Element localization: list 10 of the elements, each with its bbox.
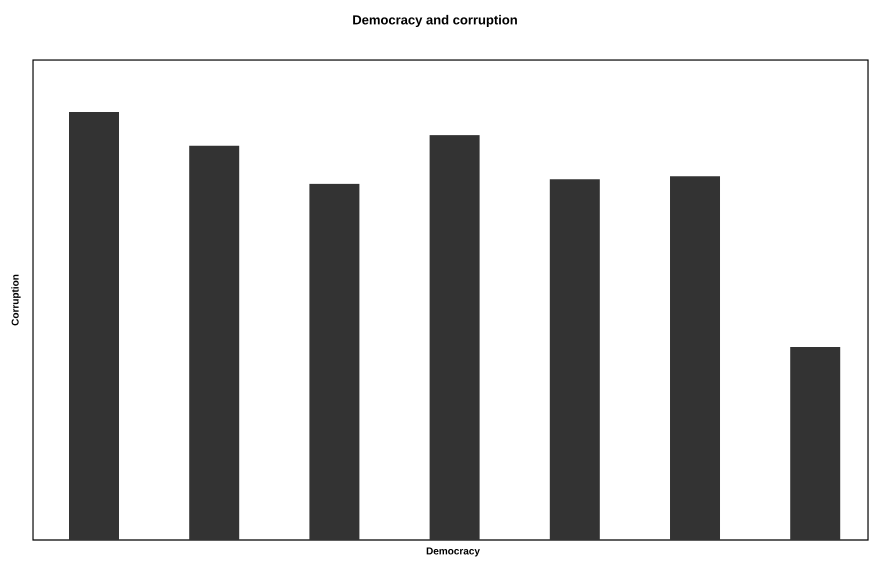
bar: [550, 179, 600, 540]
bar: [670, 176, 720, 540]
x-axis-title: Democracy: [426, 548, 480, 556]
bar: [430, 135, 480, 540]
bar: [309, 184, 360, 540]
bar: [69, 112, 120, 540]
bar: [790, 346, 840, 540]
y-axis-title: Corruption: [11, 274, 21, 326]
bar: [189, 146, 240, 540]
chart-title: Democracy and corruption: [353, 14, 517, 28]
